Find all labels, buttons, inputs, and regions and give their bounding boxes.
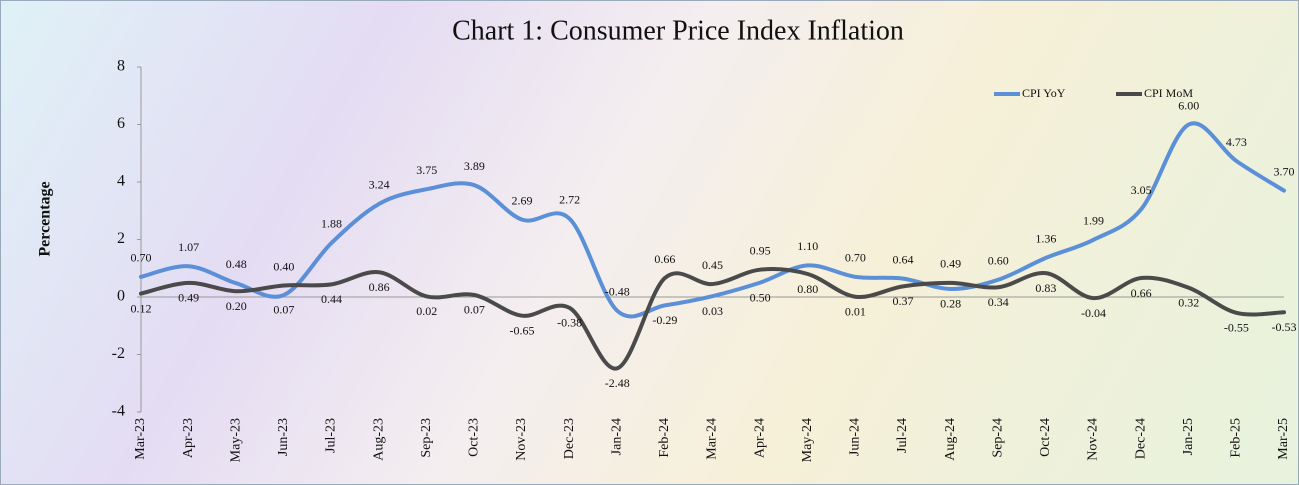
x-tick-label: Oct-24 xyxy=(1038,418,1053,457)
data-label: 0.50 xyxy=(750,290,771,304)
data-label: 0.95 xyxy=(750,243,771,257)
data-label: -2.48 xyxy=(605,376,630,390)
data-label: 0.32 xyxy=(1178,296,1199,310)
data-label: 0.49 xyxy=(178,291,199,305)
x-tick-label: Oct-23 xyxy=(467,418,482,457)
x-tick-label: Dec-24 xyxy=(1133,418,1148,459)
data-label: 0.49 xyxy=(940,257,961,271)
x-tick-label: Jan-24 xyxy=(609,418,624,455)
data-label: 0.48 xyxy=(226,257,247,271)
y-tick-label: 6 xyxy=(117,115,125,132)
x-tick-label: Feb-24 xyxy=(657,418,672,458)
data-label: 2.72 xyxy=(559,193,580,207)
data-label: 2.69 xyxy=(512,193,533,207)
x-tick-label: Apr-24 xyxy=(752,418,767,458)
x-tick-label: Feb-25 xyxy=(1229,418,1244,458)
data-label: -0.29 xyxy=(652,313,677,327)
y-tick-label: -2 xyxy=(112,345,125,362)
series-line xyxy=(139,267,1286,371)
data-label: 0.60 xyxy=(988,254,1009,268)
data-label: 0.02 xyxy=(416,304,437,318)
x-tick-label: Mar-23 xyxy=(133,418,148,460)
legend-label: CPI MoM xyxy=(1144,86,1193,100)
x-tick-label: Sep-23 xyxy=(419,418,434,458)
data-label: 3.70 xyxy=(1274,164,1295,178)
data-label: -0.04 xyxy=(1081,306,1106,320)
data-label: 3.89 xyxy=(464,159,485,173)
data-label: 0.07 xyxy=(464,303,485,317)
data-label: 1.10 xyxy=(797,239,818,253)
data-label: 3.75 xyxy=(416,163,437,177)
y-tick-label: 2 xyxy=(117,230,125,247)
data-label: 0.66 xyxy=(1131,286,1152,300)
data-label: 1.88 xyxy=(321,217,342,231)
data-label: 3.05 xyxy=(1131,183,1152,197)
data-label: 1.36 xyxy=(1035,232,1056,246)
data-label: 6.00 xyxy=(1178,98,1199,112)
chart-title: Chart 1: Consumer Price Index Inflation xyxy=(452,15,904,46)
data-label: 0.12 xyxy=(131,301,152,315)
data-label: 1.99 xyxy=(1083,214,1104,228)
data-label: 0.80 xyxy=(797,282,818,296)
y-tick-label: -4 xyxy=(112,403,125,420)
x-tick-label: Jun-24 xyxy=(848,418,863,456)
data-label: 0.07 xyxy=(273,303,294,317)
data-label: 0.64 xyxy=(893,252,914,266)
data-label: 0.70 xyxy=(131,251,152,265)
x-tick-label: Aug-23 xyxy=(371,418,386,461)
data-label: -0.65 xyxy=(510,323,535,337)
data-label: 0.03 xyxy=(702,304,723,318)
x-tick-label: May-23 xyxy=(228,418,243,462)
data-label: -0.53 xyxy=(1272,320,1297,334)
data-label: 0.45 xyxy=(702,258,723,272)
data-label: 4.73 xyxy=(1226,135,1247,149)
data-label: 0.70 xyxy=(845,251,866,265)
x-tick-label: Jul-23 xyxy=(324,418,339,453)
x-tick-label: Jan-25 xyxy=(1181,418,1196,455)
data-label: 0.34 xyxy=(988,295,1009,309)
x-tick-label: Jul-24 xyxy=(895,418,910,453)
data-label: -0.38 xyxy=(557,316,582,330)
x-tick-label: Nov-24 xyxy=(1086,418,1101,461)
data-label: 0.66 xyxy=(654,252,675,266)
x-tick-label: Nov-23 xyxy=(514,418,529,461)
data-label: 0.28 xyxy=(940,297,961,311)
data-label: 0.37 xyxy=(893,294,914,308)
x-tick-label: Dec-23 xyxy=(562,418,577,459)
series-line xyxy=(139,121,1286,319)
data-label: 0.20 xyxy=(226,299,247,313)
x-tick-label: Mar-24 xyxy=(705,418,720,460)
x-tick-label: Sep-24 xyxy=(990,418,1005,458)
y-tick-label: 0 xyxy=(117,288,125,305)
data-label: 3.24 xyxy=(369,178,390,192)
x-tick-label: Mar-25 xyxy=(1276,418,1291,460)
x-tick-label: Aug-24 xyxy=(943,418,958,461)
y-tick-label: 4 xyxy=(117,173,125,190)
data-label: -0.55 xyxy=(1224,321,1249,335)
data-label: 0.86 xyxy=(369,280,390,294)
data-label: 0.83 xyxy=(1035,281,1056,295)
data-label: 1.07 xyxy=(178,240,199,254)
legend-label: CPI YoY xyxy=(1022,86,1066,100)
data-label: -0.48 xyxy=(605,285,630,299)
data-label: 0.44 xyxy=(321,292,342,306)
y-tick-label: 8 xyxy=(117,58,125,75)
y-axis-label: Percentage xyxy=(37,181,54,256)
x-tick-label: Apr-23 xyxy=(181,418,196,458)
x-tick-label: Jun-23 xyxy=(276,418,291,456)
data-label: 0.01 xyxy=(845,304,866,318)
data-label: 0.40 xyxy=(273,259,294,273)
x-tick-label: May-24 xyxy=(800,418,815,462)
